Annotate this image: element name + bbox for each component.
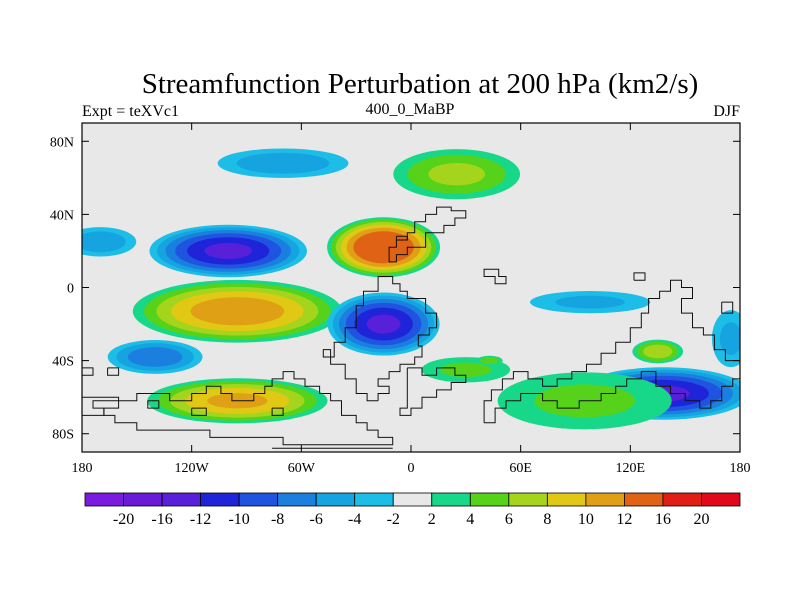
colorbar-label: 8	[543, 511, 551, 528]
y-tick-label: 80S	[52, 428, 74, 443]
colorbar-swatch	[84, 492, 124, 507]
contour-feature	[529, 291, 651, 314]
colorbar-swatch	[161, 492, 201, 507]
colorbar-label: -2	[387, 511, 400, 528]
colorbar: -20 -16 -12 -10 -8 -6 -4 -2 2 4 6 8 10 12 16 20	[84, 492, 741, 528]
contour-band	[190, 297, 285, 326]
contour-band	[428, 162, 486, 186]
colorbar-swatch	[546, 492, 587, 507]
coastline	[395, 235, 408, 241]
colorbar-label: 16	[655, 511, 671, 528]
colorbar-swatch	[200, 492, 240, 507]
contour-band	[204, 243, 252, 259]
coastline	[82, 367, 94, 376]
x-tick-label: 180	[72, 461, 93, 476]
contour-feature	[217, 148, 349, 178]
colorbar-swatch	[315, 492, 356, 507]
x-tick-label: 120E	[616, 461, 646, 476]
colorbar-swatch	[585, 492, 625, 507]
coastline	[721, 301, 734, 314]
colorbar-label: 10	[578, 511, 594, 528]
colorbar-label: -16	[151, 511, 172, 528]
y-tick-label: 80N	[50, 135, 74, 150]
contour-band	[643, 344, 673, 359]
colorbar-swatch	[123, 492, 163, 507]
colorbar-swatch	[354, 492, 394, 507]
colorbar-label: 6	[505, 511, 513, 528]
season-label: DJF	[713, 103, 740, 120]
contour-feature	[711, 310, 740, 368]
contour-band	[366, 314, 401, 334]
colorbar-swatch	[238, 492, 279, 507]
contour-feature	[132, 279, 342, 343]
colorbar-swatch	[624, 492, 664, 507]
coastline	[399, 367, 467, 416]
coastline	[322, 276, 438, 402]
contour-feature	[149, 224, 307, 278]
contour-band	[719, 322, 740, 356]
contour-band	[82, 231, 126, 253]
contour-feature	[327, 217, 441, 278]
contour-bands	[82, 148, 740, 430]
colorbar-swatch	[392, 492, 433, 507]
coastline	[633, 272, 646, 281]
y-tick-label: 0	[67, 282, 74, 297]
contour-band	[440, 362, 492, 378]
coastline	[107, 367, 120, 376]
contour-feature	[476, 355, 503, 366]
x-tick-label: 120W	[175, 461, 210, 476]
colorbar-swatch	[662, 492, 702, 507]
coastline	[191, 407, 207, 416]
contour-band	[236, 152, 330, 174]
colorbar-label: -10	[228, 511, 249, 528]
contour-band	[127, 347, 183, 367]
colorbar-swatch	[277, 492, 317, 507]
x-tick-label: 60W	[288, 461, 316, 476]
colorbar-label: -4	[348, 511, 361, 528]
coastline	[271, 407, 284, 416]
y-tick-label: 40S	[52, 355, 74, 370]
coastline	[82, 396, 120, 416]
x-tick-label: 60E	[509, 461, 532, 476]
coastline	[483, 279, 740, 424]
colorbar-swatch	[508, 492, 548, 507]
colorbar-swatch	[701, 492, 741, 507]
contour-feature	[327, 292, 440, 356]
contour-feature	[82, 227, 137, 257]
experiment-label: Expt = teXVc1	[82, 103, 179, 120]
contour-feature	[632, 339, 684, 364]
colorbar-label: 20	[693, 511, 709, 528]
colorbar-label: 2	[428, 511, 436, 528]
colorbar-label: -20	[113, 511, 134, 528]
x-tick-label: 180	[730, 461, 751, 476]
coastline	[483, 268, 507, 285]
chart-title: Streamfunction Perturbation at 200 hPa (…	[142, 68, 699, 100]
contour-band	[555, 295, 625, 309]
contour-feature	[393, 149, 521, 200]
contour-band	[353, 231, 414, 264]
x-tick-label: 0	[408, 461, 415, 476]
coastlines	[82, 206, 740, 449]
colorbar-label: -8	[271, 511, 284, 528]
colorbar-swatch	[431, 492, 471, 507]
colorbar-label: 4	[466, 511, 474, 528]
colorbar-label: -12	[190, 511, 211, 528]
coastline	[92, 371, 394, 446]
colorbar-label: 12	[616, 511, 632, 528]
colorbar-label: -6	[310, 511, 323, 528]
contour-feature	[107, 340, 203, 374]
contour-band	[480, 357, 499, 365]
case-label: 400_0_MaBP	[366, 101, 455, 118]
axes: 180 120W 60W 0 60E 120E 180 80N 40N 0 40S 80S	[50, 123, 751, 476]
colorbar-swatch	[469, 492, 510, 507]
y-tick-label: 40N	[50, 208, 74, 223]
coastline	[147, 400, 160, 409]
